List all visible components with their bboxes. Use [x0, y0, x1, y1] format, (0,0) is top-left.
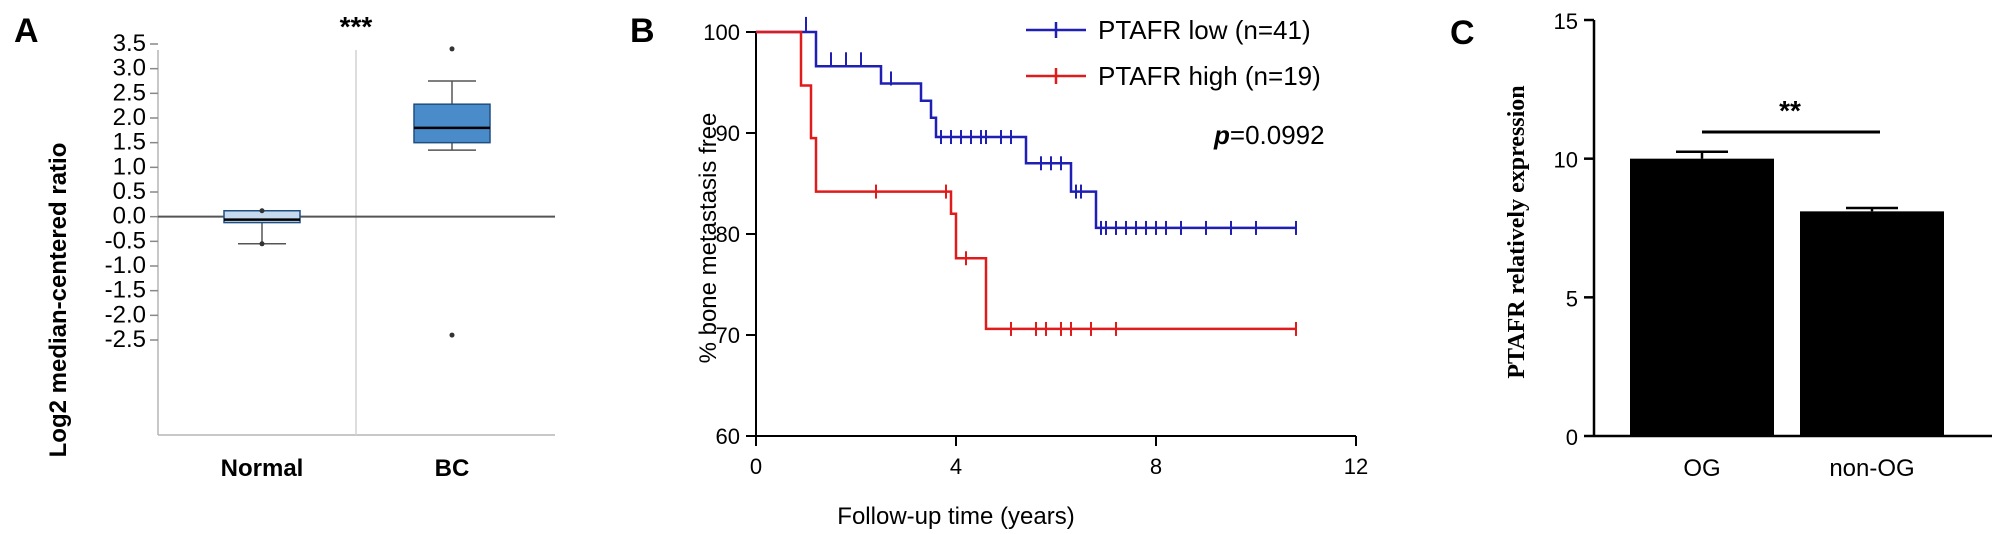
- panel-b-x-tick-label: 8: [1150, 454, 1162, 479]
- panel-a-y-tick-label: 1.5: [113, 129, 146, 156]
- panel-a-outlier: [449, 46, 455, 52]
- panel-b-series: [756, 16, 1297, 336]
- panel-b-x-tick-label: 0: [750, 454, 762, 479]
- panel-a-y-tick-label: 3.0: [113, 55, 146, 82]
- panel-c-y-tick-label: 0: [1566, 425, 1578, 450]
- panel-b: B % bone metastasis free Follow-up time …: [630, 12, 1368, 530]
- panel-c-bars: [1630, 150, 1944, 436]
- panel-a-outlier: [259, 208, 265, 214]
- panel-a-y-tick-label: -1.0: [105, 252, 146, 279]
- panel-a-y-tick-label: 3.5: [113, 30, 146, 57]
- panel-c-significance: **: [1779, 95, 1801, 126]
- panel-b-y-tick-label: 90: [716, 121, 740, 146]
- p-value: =0.0992: [1230, 120, 1325, 150]
- panel-c-bar: [1630, 158, 1774, 436]
- panel-b-y-tick-label: 60: [716, 424, 740, 449]
- panel-c-category-label: OG: [1683, 455, 1720, 482]
- panel-b-y-axis-label: % bone metastasis free: [695, 113, 722, 364]
- panel-a-y-tick-label: -2.5: [105, 326, 146, 353]
- panel-a-y-tick-label: 2.0: [113, 104, 146, 131]
- panel-a-significance: ***: [340, 11, 373, 42]
- panel-a-category-labels: Normal BC: [221, 455, 470, 482]
- panel-c-y-axis-label: PTAFR relatively expression: [1504, 85, 1530, 378]
- panel-a-y-ticks: 3.53.02.52.01.51.00.50.0-0.5-1.0-1.5-2.0…: [105, 30, 158, 353]
- panel-a-box: [413, 103, 491, 144]
- panel-c-y-tick-label: 15: [1554, 9, 1578, 34]
- legend-label-low: PTAFR low (n=41): [1098, 15, 1311, 45]
- panel-a-category-label: BC: [435, 455, 470, 482]
- panel-b-x-tick-label: 4: [950, 454, 962, 479]
- panel-c: C PTAFR relatively expression 15 10 5 0 OG n…: [1450, 9, 1992, 482]
- panel-a-y-axis-label: Log2 median-centered ratio: [45, 143, 72, 458]
- panel-b-legend: PTAFR low (n=41) PTAFR high (n=19): [1026, 15, 1321, 91]
- panel-c-y-tick-label: 10: [1554, 148, 1578, 173]
- panel-b-x-ticks: 0 4 8 12: [750, 436, 1368, 479]
- panel-a-outlier: [259, 241, 265, 247]
- panel-b-x-tick-label: 12: [1344, 454, 1368, 479]
- panel-b-y-tick-label: 100: [703, 20, 740, 45]
- panel-c-letter: C: [1450, 14, 1475, 52]
- panel-a-y-tick-label: -2.0: [105, 301, 146, 328]
- panel-a-y-tick-label: 1.0: [113, 153, 146, 180]
- panel-b-x-axis-label: Follow-up time (years): [837, 503, 1074, 530]
- panel-a-y-tick-label: -1.5: [105, 277, 146, 304]
- panel-b-p-value: p=0.0992: [1213, 120, 1325, 150]
- panel-a-y-tick-label: -0.5: [105, 227, 146, 254]
- legend-label-high: PTAFR high (n=19): [1098, 61, 1321, 91]
- panel-a-outlier: [449, 332, 455, 338]
- panel-c-category-labels: OG non-OG: [1683, 455, 1914, 482]
- panel-a-category-label: Normal: [221, 455, 304, 482]
- panel-b-letter: B: [630, 12, 655, 50]
- panel-a-boxes: [223, 46, 491, 338]
- panel-a: A Log2 median-centered ratio 3.53.02.52.…: [14, 11, 555, 482]
- panel-c-bar: [1800, 211, 1944, 436]
- panel-a-y-tick-label: 0.5: [113, 178, 146, 205]
- panel-b-y-tick-label: 80: [716, 222, 740, 247]
- panel-a-y-tick-label: 0.0: [113, 203, 146, 230]
- p-symbol: p: [1213, 120, 1230, 150]
- panel-c-y-ticks: 15 10 5 0: [1554, 9, 1594, 450]
- panel-c-category-label: non-OG: [1829, 455, 1914, 482]
- panel-c-y-tick-label: 5: [1566, 286, 1578, 311]
- panel-b-y-tick-label: 70: [716, 323, 740, 348]
- panel-a-letter: A: [14, 12, 39, 50]
- panel-b-y-ticks: 100 90 80 70 60: [703, 20, 756, 449]
- panel-a-y-tick-label: 2.5: [113, 79, 146, 106]
- panel-b-series-line-1: [756, 30, 1296, 331]
